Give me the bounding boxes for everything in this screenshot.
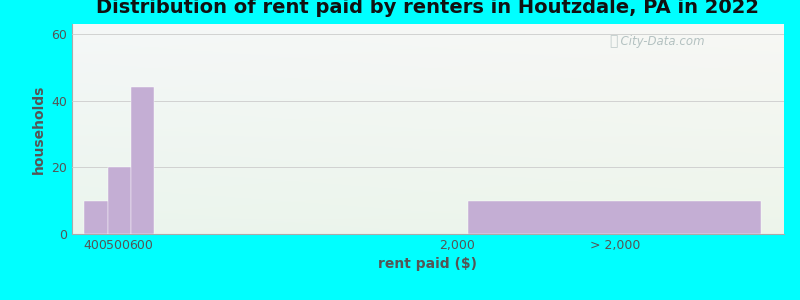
- Bar: [130, 87, 154, 234]
- Y-axis label: households: households: [32, 84, 46, 174]
- Text: City-Data.com: City-Data.com: [613, 34, 705, 47]
- X-axis label: rent paid ($): rent paid ($): [378, 257, 478, 272]
- Title: Distribution of rent paid by renters in Houtzdale, PA in 2022: Distribution of rent paid by renters in …: [97, 0, 759, 17]
- Bar: [468, 201, 762, 234]
- Bar: [108, 167, 130, 234]
- Bar: [85, 201, 108, 234]
- Text: ⦿: ⦿: [610, 34, 618, 49]
